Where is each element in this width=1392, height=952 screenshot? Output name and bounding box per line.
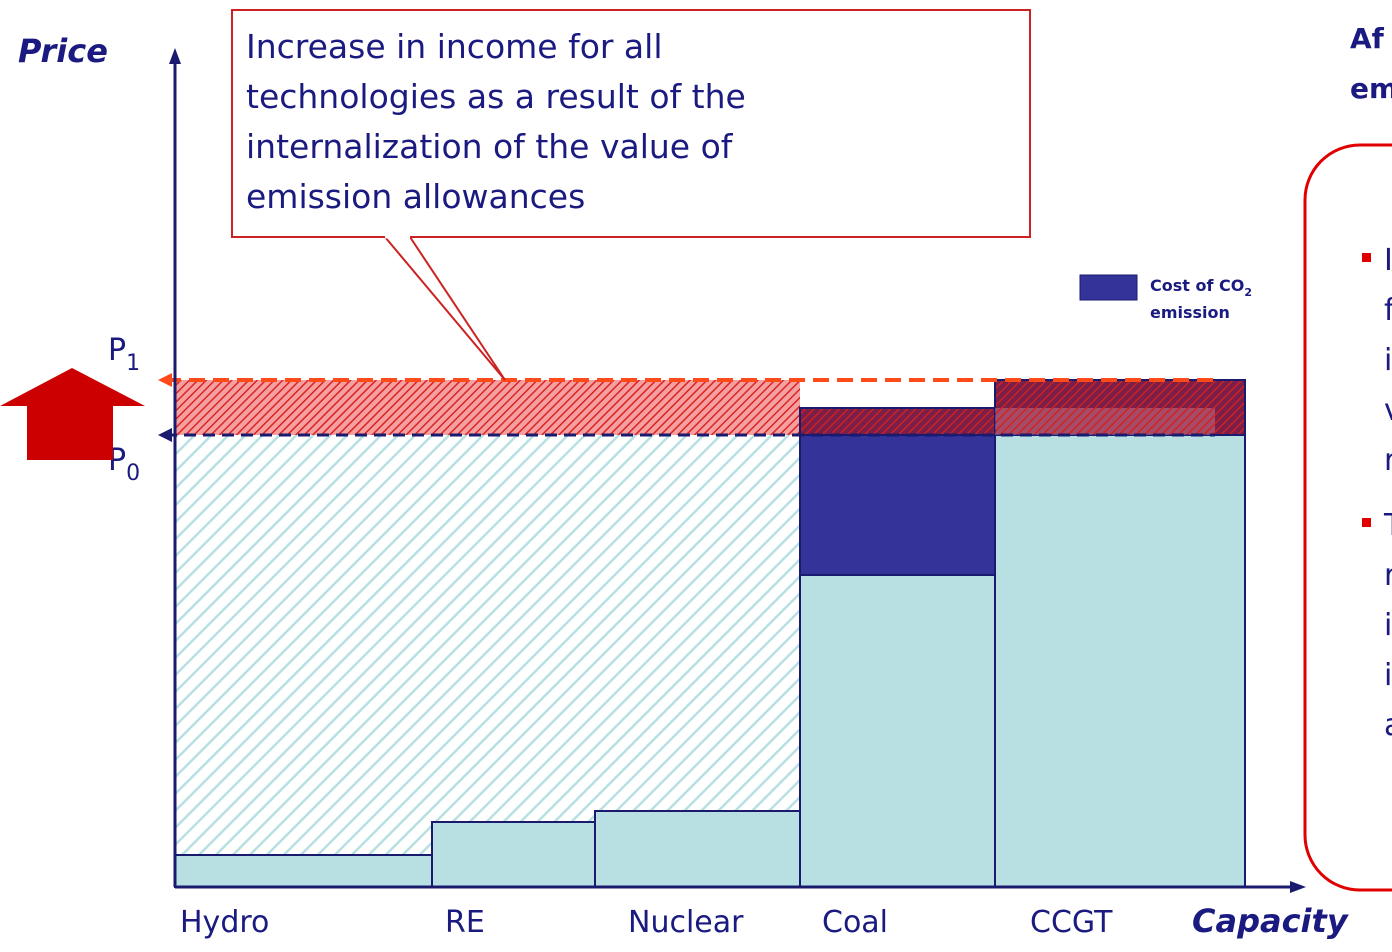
bullet-text: i (1384, 343, 1392, 378)
merit-order (158, 373, 1246, 888)
arrow-head (0, 368, 145, 406)
ccgt-band (995, 408, 1215, 435)
panel-box (1303, 143, 1392, 892)
legend-swatch (1079, 274, 1138, 301)
coal-block (799, 574, 996, 888)
callout-text: Increase in income for all (246, 27, 663, 66)
legend-text: Cost of CO (1150, 276, 1244, 295)
callout-box (231, 9, 1031, 238)
bullet-text: i (1384, 608, 1392, 643)
legend: Cost of CO2 emission (1079, 274, 1252, 322)
callout-text: emission allowances (246, 177, 585, 216)
bullet-text: r (1384, 558, 1392, 593)
p1-arrowhead (158, 373, 172, 387)
arrow-shaft (27, 404, 113, 460)
p1-letter: P (108, 333, 126, 368)
x-axis-arrow (1290, 881, 1306, 893)
category-label: Nuclear (628, 905, 744, 940)
category-label: Hydro (180, 905, 269, 940)
callout-text: technologies as a result of the (246, 77, 746, 116)
x-axis-label: Capacity (1192, 902, 1349, 940)
category-label: Coal (822, 905, 888, 940)
p0-arrowhead (158, 428, 172, 442)
bullet-text: I (1384, 243, 1392, 278)
y-axis-label: Price (18, 32, 108, 70)
p1-label: P1 (108, 333, 140, 376)
p1-sub: 1 (126, 351, 140, 376)
bullet-text: a (1384, 708, 1392, 743)
panel-heading: Af (1350, 22, 1385, 55)
bullet-marker (1362, 253, 1371, 262)
price-increase-arrow (0, 368, 145, 460)
hydro-block (174, 854, 433, 888)
p0-sub: 0 (126, 461, 140, 486)
bullet-text: i (1384, 658, 1392, 693)
re-block (431, 821, 596, 888)
callout-text: internalization of the value of (246, 127, 734, 166)
bullet-text: r (1384, 443, 1392, 478)
callout: Increase in income for all technologies … (231, 9, 1031, 381)
legend-sub: 2 (1244, 286, 1252, 299)
category-label: CCGT (1030, 905, 1113, 940)
legend-label: emission (1150, 303, 1230, 322)
coal-co2-extra (799, 407, 996, 436)
nuclear-block (594, 810, 801, 888)
coal-co2-block (799, 434, 996, 576)
income-band (175, 380, 800, 435)
side-panel: Af em IfivrTriia (1303, 22, 1392, 892)
callout-pointer (384, 236, 506, 381)
category-label: RE (445, 905, 485, 940)
bullet-text: T (1383, 508, 1392, 543)
bullet-marker (1362, 518, 1371, 527)
ccgt-block (994, 434, 1246, 888)
legend-label: Cost of CO2 (1150, 276, 1252, 299)
y-axis-arrow (169, 48, 181, 64)
bullet-text: f (1384, 293, 1392, 328)
panel-heading: em (1350, 72, 1392, 105)
bullet-text: v (1384, 393, 1392, 428)
bullet-list: IfivrTriia (1362, 243, 1392, 743)
